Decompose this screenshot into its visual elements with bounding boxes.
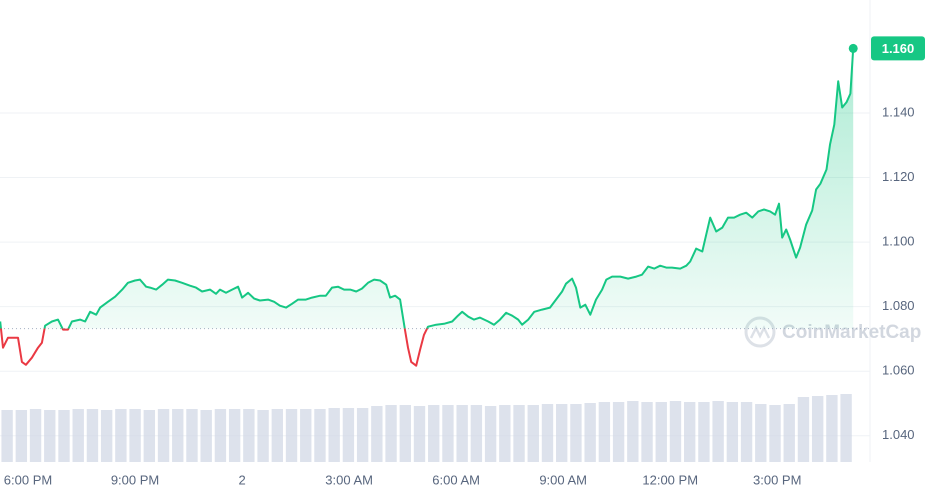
y-tick-label: 1.040 [882, 427, 915, 442]
price-line [0, 48, 855, 367]
volume-bar [641, 402, 653, 462]
volume-bar [342, 408, 355, 462]
volume-bar [15, 410, 28, 462]
volume-bar [271, 409, 283, 462]
volume-bar [726, 402, 739, 462]
volume-bar [698, 402, 710, 462]
volume-bar [684, 402, 696, 462]
volume-bar [811, 396, 824, 462]
logo-wave [749, 325, 771, 339]
volume-bar [570, 404, 582, 462]
volume-bar [300, 409, 312, 462]
volume-bar [442, 405, 454, 462]
volume-bar [669, 401, 682, 462]
volume-bar [413, 406, 426, 462]
y-tick-label: 1.080 [882, 298, 915, 313]
volume-bar [186, 409, 198, 462]
volume-bar [783, 404, 795, 462]
volume-bar [129, 409, 141, 462]
volume-bar [29, 409, 42, 462]
volume-bar [527, 405, 539, 462]
volume-bar [556, 404, 568, 462]
volume-bar [456, 405, 468, 462]
volume-bar [157, 409, 170, 462]
volume-bar [257, 410, 269, 462]
volume-bar [797, 397, 810, 462]
price-badge [871, 36, 925, 61]
volume-bar [470, 405, 483, 462]
volume-bar [285, 409, 298, 462]
area [0, 48, 854, 329]
volume-bar [86, 409, 99, 462]
volume-bar [200, 410, 212, 462]
x-tick-label: 6:00 PM [4, 472, 52, 487]
volume-bar [513, 405, 525, 462]
price-badge-label: 1.160 [882, 41, 915, 56]
volume-bar [115, 409, 127, 462]
volume-bar [1, 410, 13, 462]
x-tick-label: 9:00 AM [539, 472, 587, 487]
y-tick-label: 1.120 [882, 169, 915, 184]
volume-bar [100, 410, 113, 462]
y-tick-label: 1.060 [882, 363, 915, 378]
volume-bar [755, 404, 767, 462]
volume-bar [172, 409, 184, 462]
volume-bar [143, 410, 156, 462]
volume-bar [314, 409, 326, 462]
x-tick-label: 12:00 PM [642, 472, 698, 487]
volume-bar [399, 405, 411, 462]
volume-bar [371, 406, 383, 462]
volume-bar [228, 409, 241, 462]
volume-bar [655, 402, 667, 462]
last-point [848, 43, 858, 53]
volume-bar [428, 405, 440, 462]
volume-bar [840, 394, 852, 462]
y-tick-label: 1.140 [882, 104, 915, 119]
volume-bar [214, 409, 227, 462]
volume-bar [385, 405, 397, 462]
volume-bar [584, 403, 596, 462]
volume-bar [44, 410, 56, 462]
volume-bar [598, 402, 611, 462]
volume-bar [328, 408, 340, 462]
volume-bar [826, 395, 838, 462]
volume-bar [484, 406, 497, 462]
volume-bar [769, 405, 781, 462]
x-tick-label: 9:00 PM [111, 472, 159, 487]
x-tick-label: 2 [238, 472, 245, 487]
volume-bar [58, 410, 70, 462]
volume-bar [356, 408, 369, 462]
volume-bar [627, 401, 639, 462]
volume-bar [499, 405, 511, 462]
y-tick-label: 1.100 [882, 234, 915, 249]
x-tick-label: 6:00 AM [432, 472, 480, 487]
volume-bar [612, 402, 625, 462]
x-tick-label: 3:00 PM [753, 472, 801, 487]
x-tick-label: 3:00 AM [325, 472, 373, 487]
volume-bar [712, 401, 724, 462]
volume-bar [541, 404, 554, 462]
volume-bar [243, 409, 255, 462]
volume-bar [740, 402, 753, 462]
volume-bar [72, 409, 84, 462]
